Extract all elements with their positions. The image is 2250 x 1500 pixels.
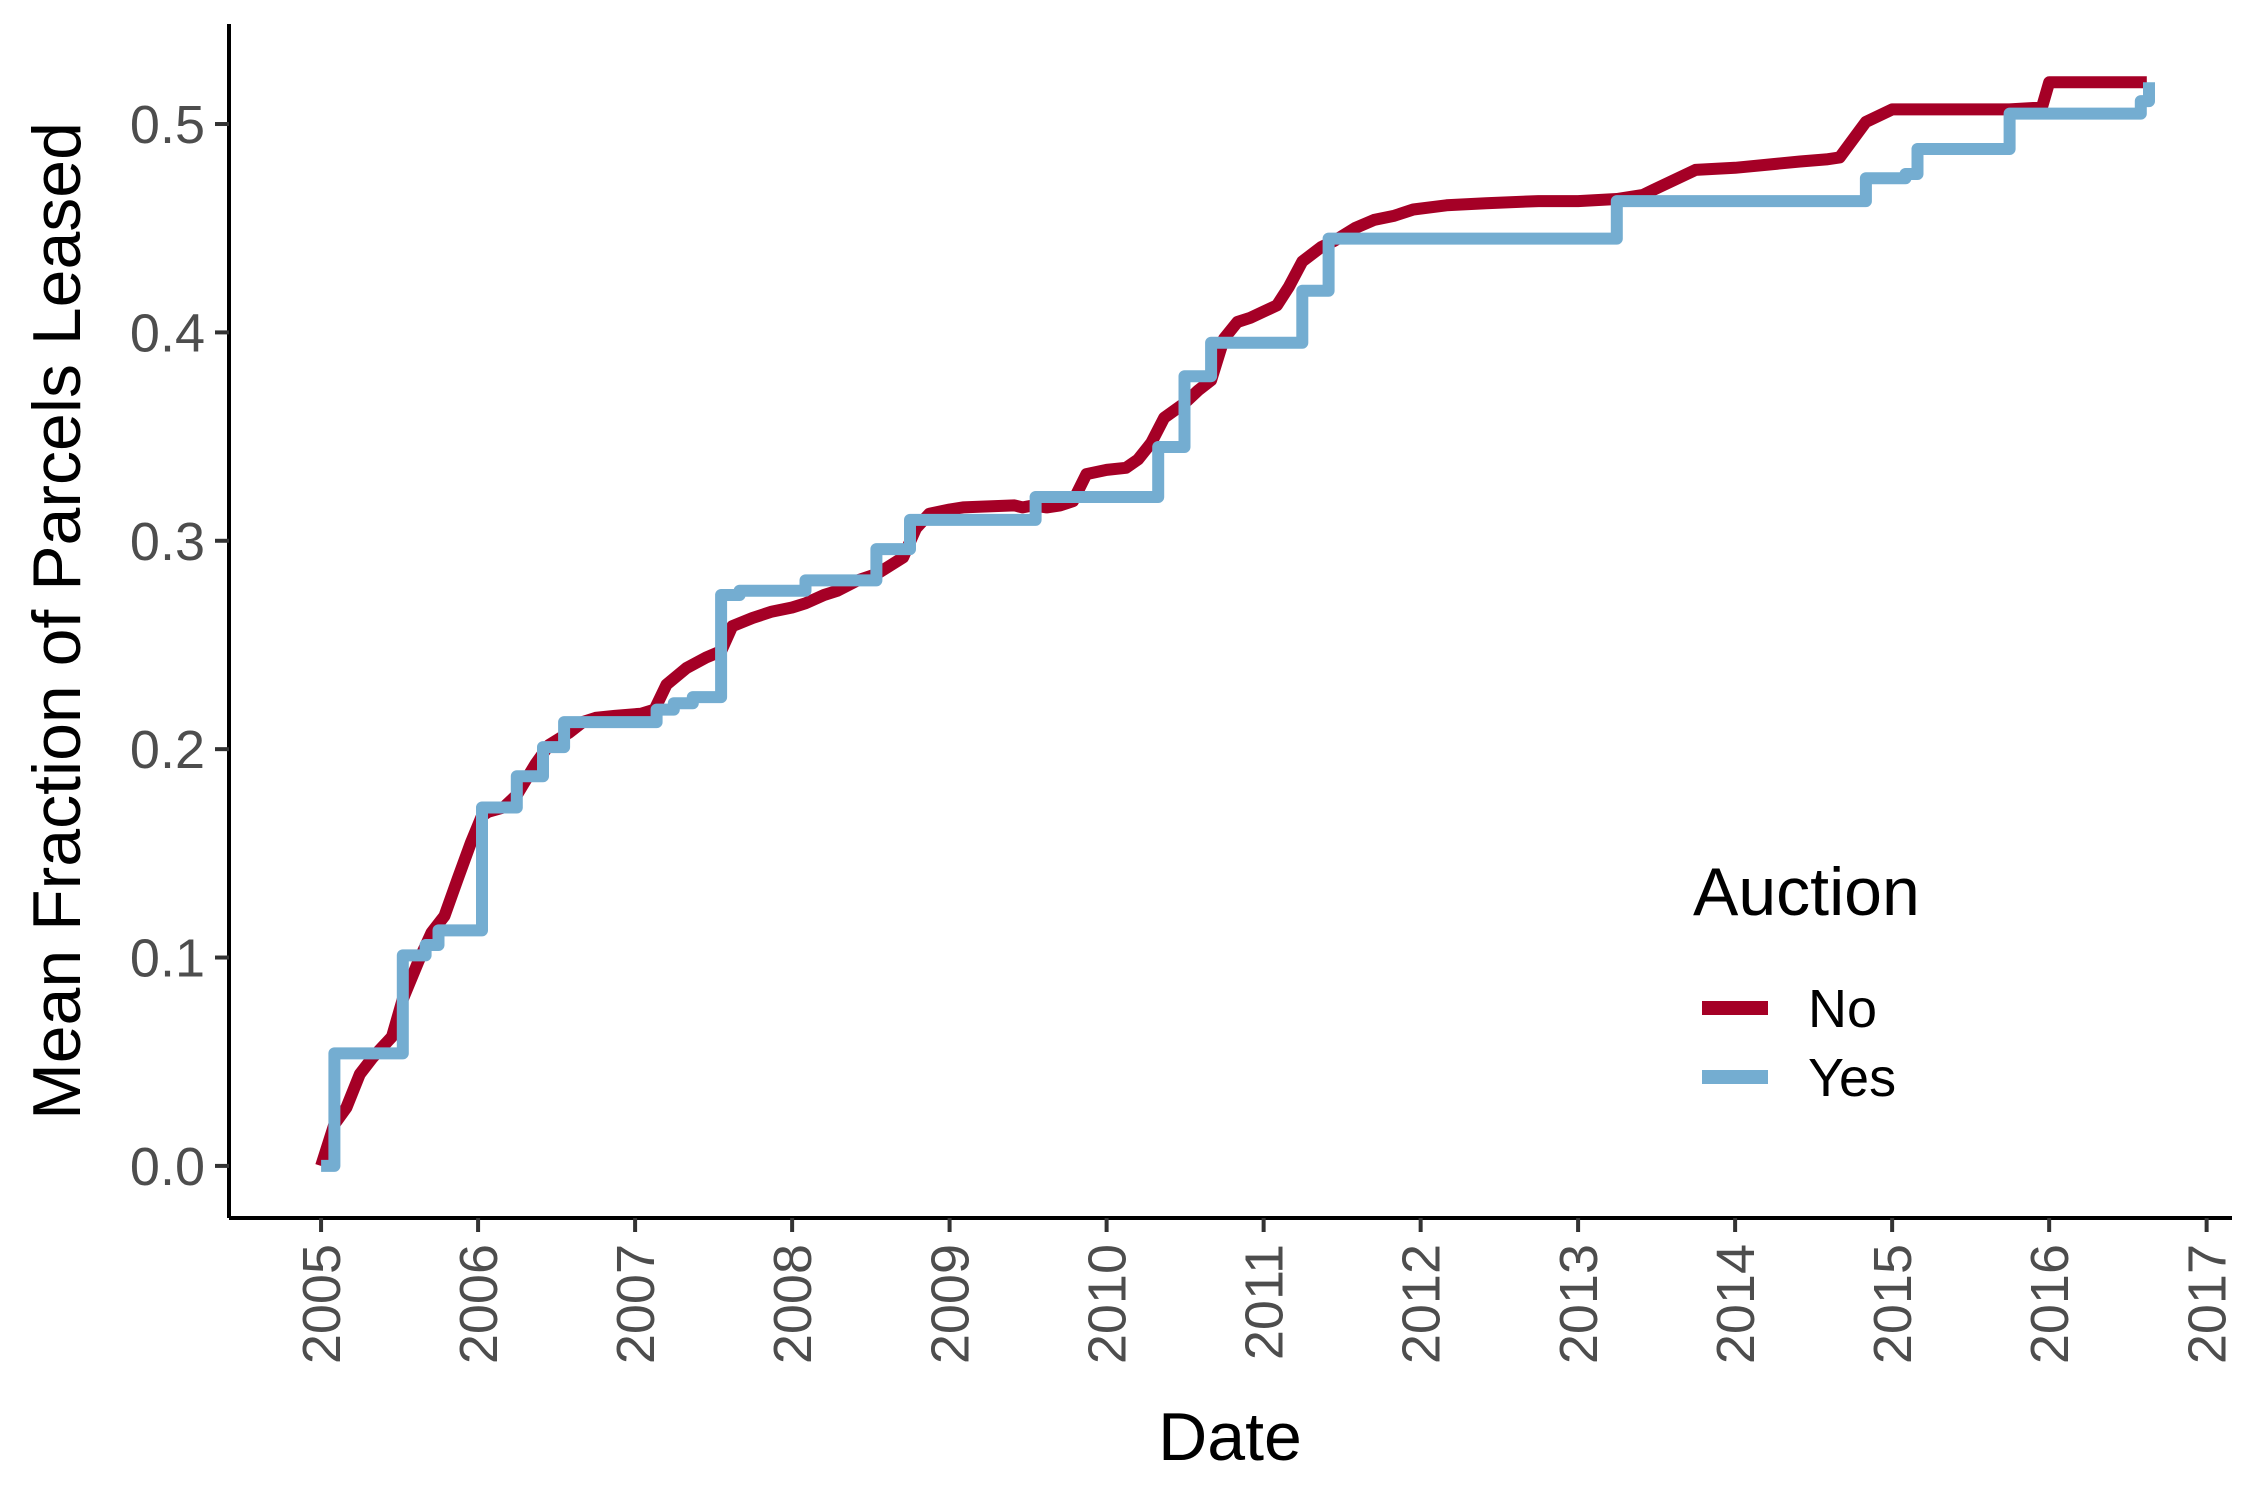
plot-series-group — [315, 76, 2155, 1172]
series-line-yes — [321, 82, 2155, 1172]
x-tick-label: 2013 — [1549, 1244, 1609, 1364]
x-tick-label: 2015 — [1863, 1244, 1923, 1364]
x-tick-label: 2010 — [1078, 1244, 1138, 1364]
x-tick-label: 2006 — [449, 1244, 509, 1364]
x-tick-label: 2008 — [763, 1244, 823, 1364]
x-tick-label: 2009 — [921, 1244, 981, 1364]
x-tick-label: 2007 — [606, 1244, 666, 1364]
y-tick-label: 0.2 — [130, 720, 205, 780]
legend-label-no: No — [1808, 979, 1877, 1039]
y-tick-label: 0.0 — [130, 1137, 205, 1197]
y-axis-title: Mean Fraction of Parcels Leased — [19, 122, 95, 1120]
y-axis-ticks: 0.0 0.1 0.2 0.3 0.4 0.5 — [130, 95, 229, 1197]
x-axis-title: Date — [1158, 1399, 1302, 1475]
y-tick-label: 0.5 — [130, 95, 205, 155]
x-tick-label: 2017 — [2178, 1244, 2238, 1364]
y-tick-label: 0.3 — [130, 512, 205, 572]
x-tick-label: 2011 — [1235, 1244, 1295, 1360]
y-tick-label: 0.1 — [130, 929, 205, 989]
x-axis-ticks: 2005 2006 2007 2008 2009 2010 2011 2012 2013 2014… — [292, 1218, 2238, 1364]
legend-title: Auction — [1693, 854, 1920, 930]
x-tick-label: 2012 — [1392, 1244, 1452, 1364]
legend: Auction No Yes — [1693, 854, 1920, 1108]
x-tick-label: 2005 — [292, 1244, 352, 1364]
x-tick-label: 2016 — [2020, 1244, 2080, 1364]
y-tick-label: 0.4 — [130, 303, 205, 363]
legend-label-yes: Yes — [1808, 1048, 1896, 1108]
x-tick-label: 2014 — [1706, 1244, 1766, 1364]
